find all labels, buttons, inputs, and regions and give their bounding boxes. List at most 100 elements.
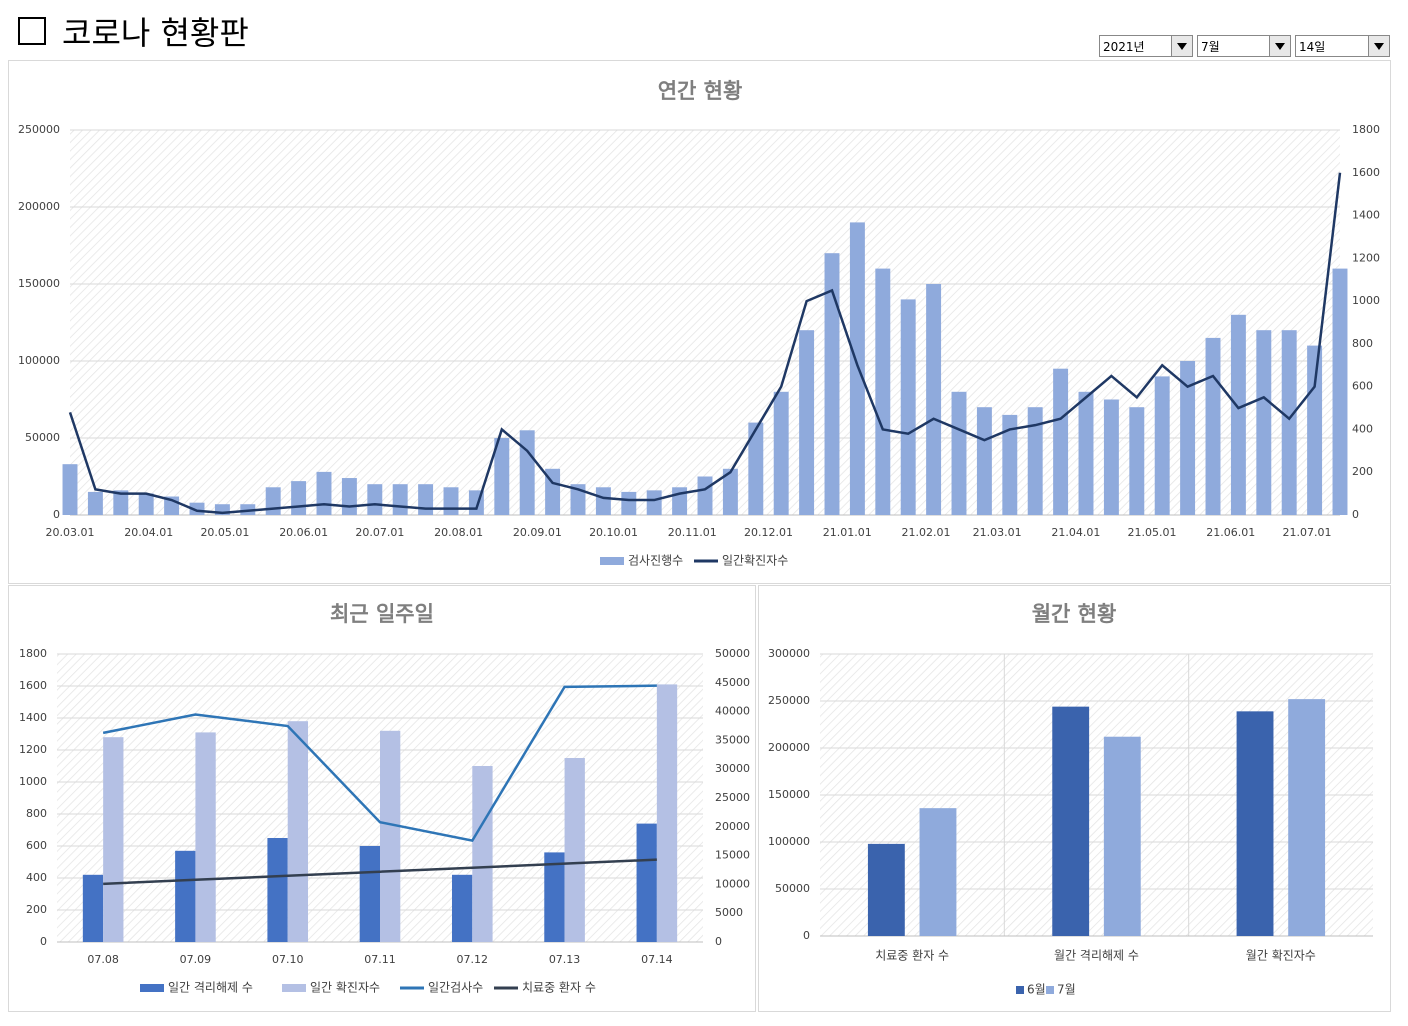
day-select[interactable]: 14일 xyxy=(1295,35,1390,57)
legend-label: 일간 확진자수 xyxy=(310,981,380,995)
panel xyxy=(8,585,756,1012)
bar xyxy=(1053,368,1069,515)
chart-title: 연간 현황 xyxy=(658,79,743,103)
bar xyxy=(418,484,434,515)
bar xyxy=(175,850,196,942)
panel xyxy=(758,585,1391,1012)
bar xyxy=(1281,330,1297,515)
bar xyxy=(636,823,657,942)
bar xyxy=(392,484,408,515)
year-value: 2021년 xyxy=(1103,40,1145,54)
y-tick-label: 200000 xyxy=(768,741,810,754)
y2-tick-label: 5000 xyxy=(715,906,743,919)
bar xyxy=(494,438,510,515)
line xyxy=(103,858,657,886)
bar xyxy=(341,478,357,515)
x-tick-label: 07.09 xyxy=(180,953,212,966)
x-tick-label: 월간 격리해제 수 xyxy=(1054,949,1139,963)
chart-title: 최근 일주일 xyxy=(330,602,434,626)
legend-swatch xyxy=(1046,986,1054,994)
bar xyxy=(1230,314,1246,515)
x-tick-label: 07.10 xyxy=(272,953,304,966)
y2-tick-label: 1000 xyxy=(1352,294,1380,307)
checkbox-icon xyxy=(18,17,46,45)
line xyxy=(68,172,1342,515)
year-select[interactable]: 2021년 xyxy=(1099,35,1193,57)
bar xyxy=(451,874,473,942)
y-tick-label: 150000 xyxy=(768,788,810,801)
bar xyxy=(267,838,288,942)
legend-label: 검사진행수 xyxy=(628,553,683,568)
day-value: 14일 xyxy=(1299,40,1326,54)
x-tick-label: 21.02.01 xyxy=(901,526,950,539)
y2-tick-label: 0 xyxy=(715,935,722,948)
bar xyxy=(1154,376,1170,515)
bar xyxy=(113,490,129,515)
y-tick-label: 0 xyxy=(40,935,47,948)
x-tick-label: 21.07.01 xyxy=(1282,526,1331,539)
bar xyxy=(359,846,380,942)
bar xyxy=(951,391,967,515)
y2-tick-label: 50000 xyxy=(715,647,750,660)
bar xyxy=(1052,706,1090,936)
bar xyxy=(1288,699,1326,936)
page-title: 코로나 현황판 xyxy=(62,14,249,52)
bar xyxy=(287,721,309,942)
bar xyxy=(1002,414,1018,515)
legend-label: 일간검사수 xyxy=(428,981,483,995)
y2-tick-label: 400 xyxy=(1352,422,1373,435)
bar xyxy=(900,299,916,515)
y-tick-label: 100000 xyxy=(18,354,60,367)
y2-tick-label: 200 xyxy=(1352,465,1373,478)
bar xyxy=(1256,330,1272,515)
bar xyxy=(367,484,383,515)
bar xyxy=(519,430,535,515)
x-tick-label: 치료중 환자 수 xyxy=(875,949,949,963)
x-tick-label: 07.11 xyxy=(364,953,396,966)
bar xyxy=(1103,736,1141,936)
bar xyxy=(103,737,124,942)
panel xyxy=(8,60,1391,584)
y-tick-label: 250000 xyxy=(768,694,810,707)
y-tick-label: 0 xyxy=(53,508,60,521)
bar xyxy=(564,758,585,942)
x-tick-label: 21.06.01 xyxy=(1206,526,1255,539)
y2-tick-label: 25000 xyxy=(715,791,750,804)
bar xyxy=(380,730,401,942)
x-tick-label: 20.04.01 xyxy=(124,526,173,539)
y2-tick-label: 15000 xyxy=(715,849,750,862)
bar xyxy=(291,481,307,515)
x-tick-label: 07.14 xyxy=(641,953,673,966)
y-tick-label: 50000 xyxy=(25,431,60,444)
month-select[interactable]: 7월 xyxy=(1197,35,1291,57)
x-tick-label: 20.05.01 xyxy=(200,526,249,539)
legend-label: 6월 xyxy=(1027,983,1046,997)
bar xyxy=(316,471,332,515)
x-tick-label: 07.12 xyxy=(457,953,489,966)
x-tick-label: 21.04.01 xyxy=(1051,526,1100,539)
bar xyxy=(265,487,281,515)
y2-tick-label: 45000 xyxy=(715,676,750,689)
x-tick-label: 21.01.01 xyxy=(823,526,872,539)
bar xyxy=(1236,711,1274,936)
legend-label: 일간 격리해제 수 xyxy=(168,981,253,995)
y2-tick-label: 30000 xyxy=(715,762,750,775)
x-tick-label: 20.10.01 xyxy=(589,526,638,539)
line xyxy=(102,684,657,843)
bar xyxy=(926,284,942,515)
y-tick-label: 0 xyxy=(803,929,810,942)
y-tick-label: 200000 xyxy=(18,200,60,213)
legend-swatch xyxy=(1016,986,1024,994)
bar xyxy=(62,464,78,515)
bar xyxy=(1103,399,1119,515)
month-value: 7월 xyxy=(1201,40,1220,54)
bar xyxy=(799,330,815,515)
y-tick-label: 1200 xyxy=(19,743,47,756)
y-tick-label: 1400 xyxy=(19,711,47,724)
y2-tick-label: 1800 xyxy=(1352,123,1380,136)
bar xyxy=(1307,345,1323,515)
y2-tick-label: 1200 xyxy=(1352,251,1380,264)
x-tick-label: 20.11.01 xyxy=(668,526,717,539)
